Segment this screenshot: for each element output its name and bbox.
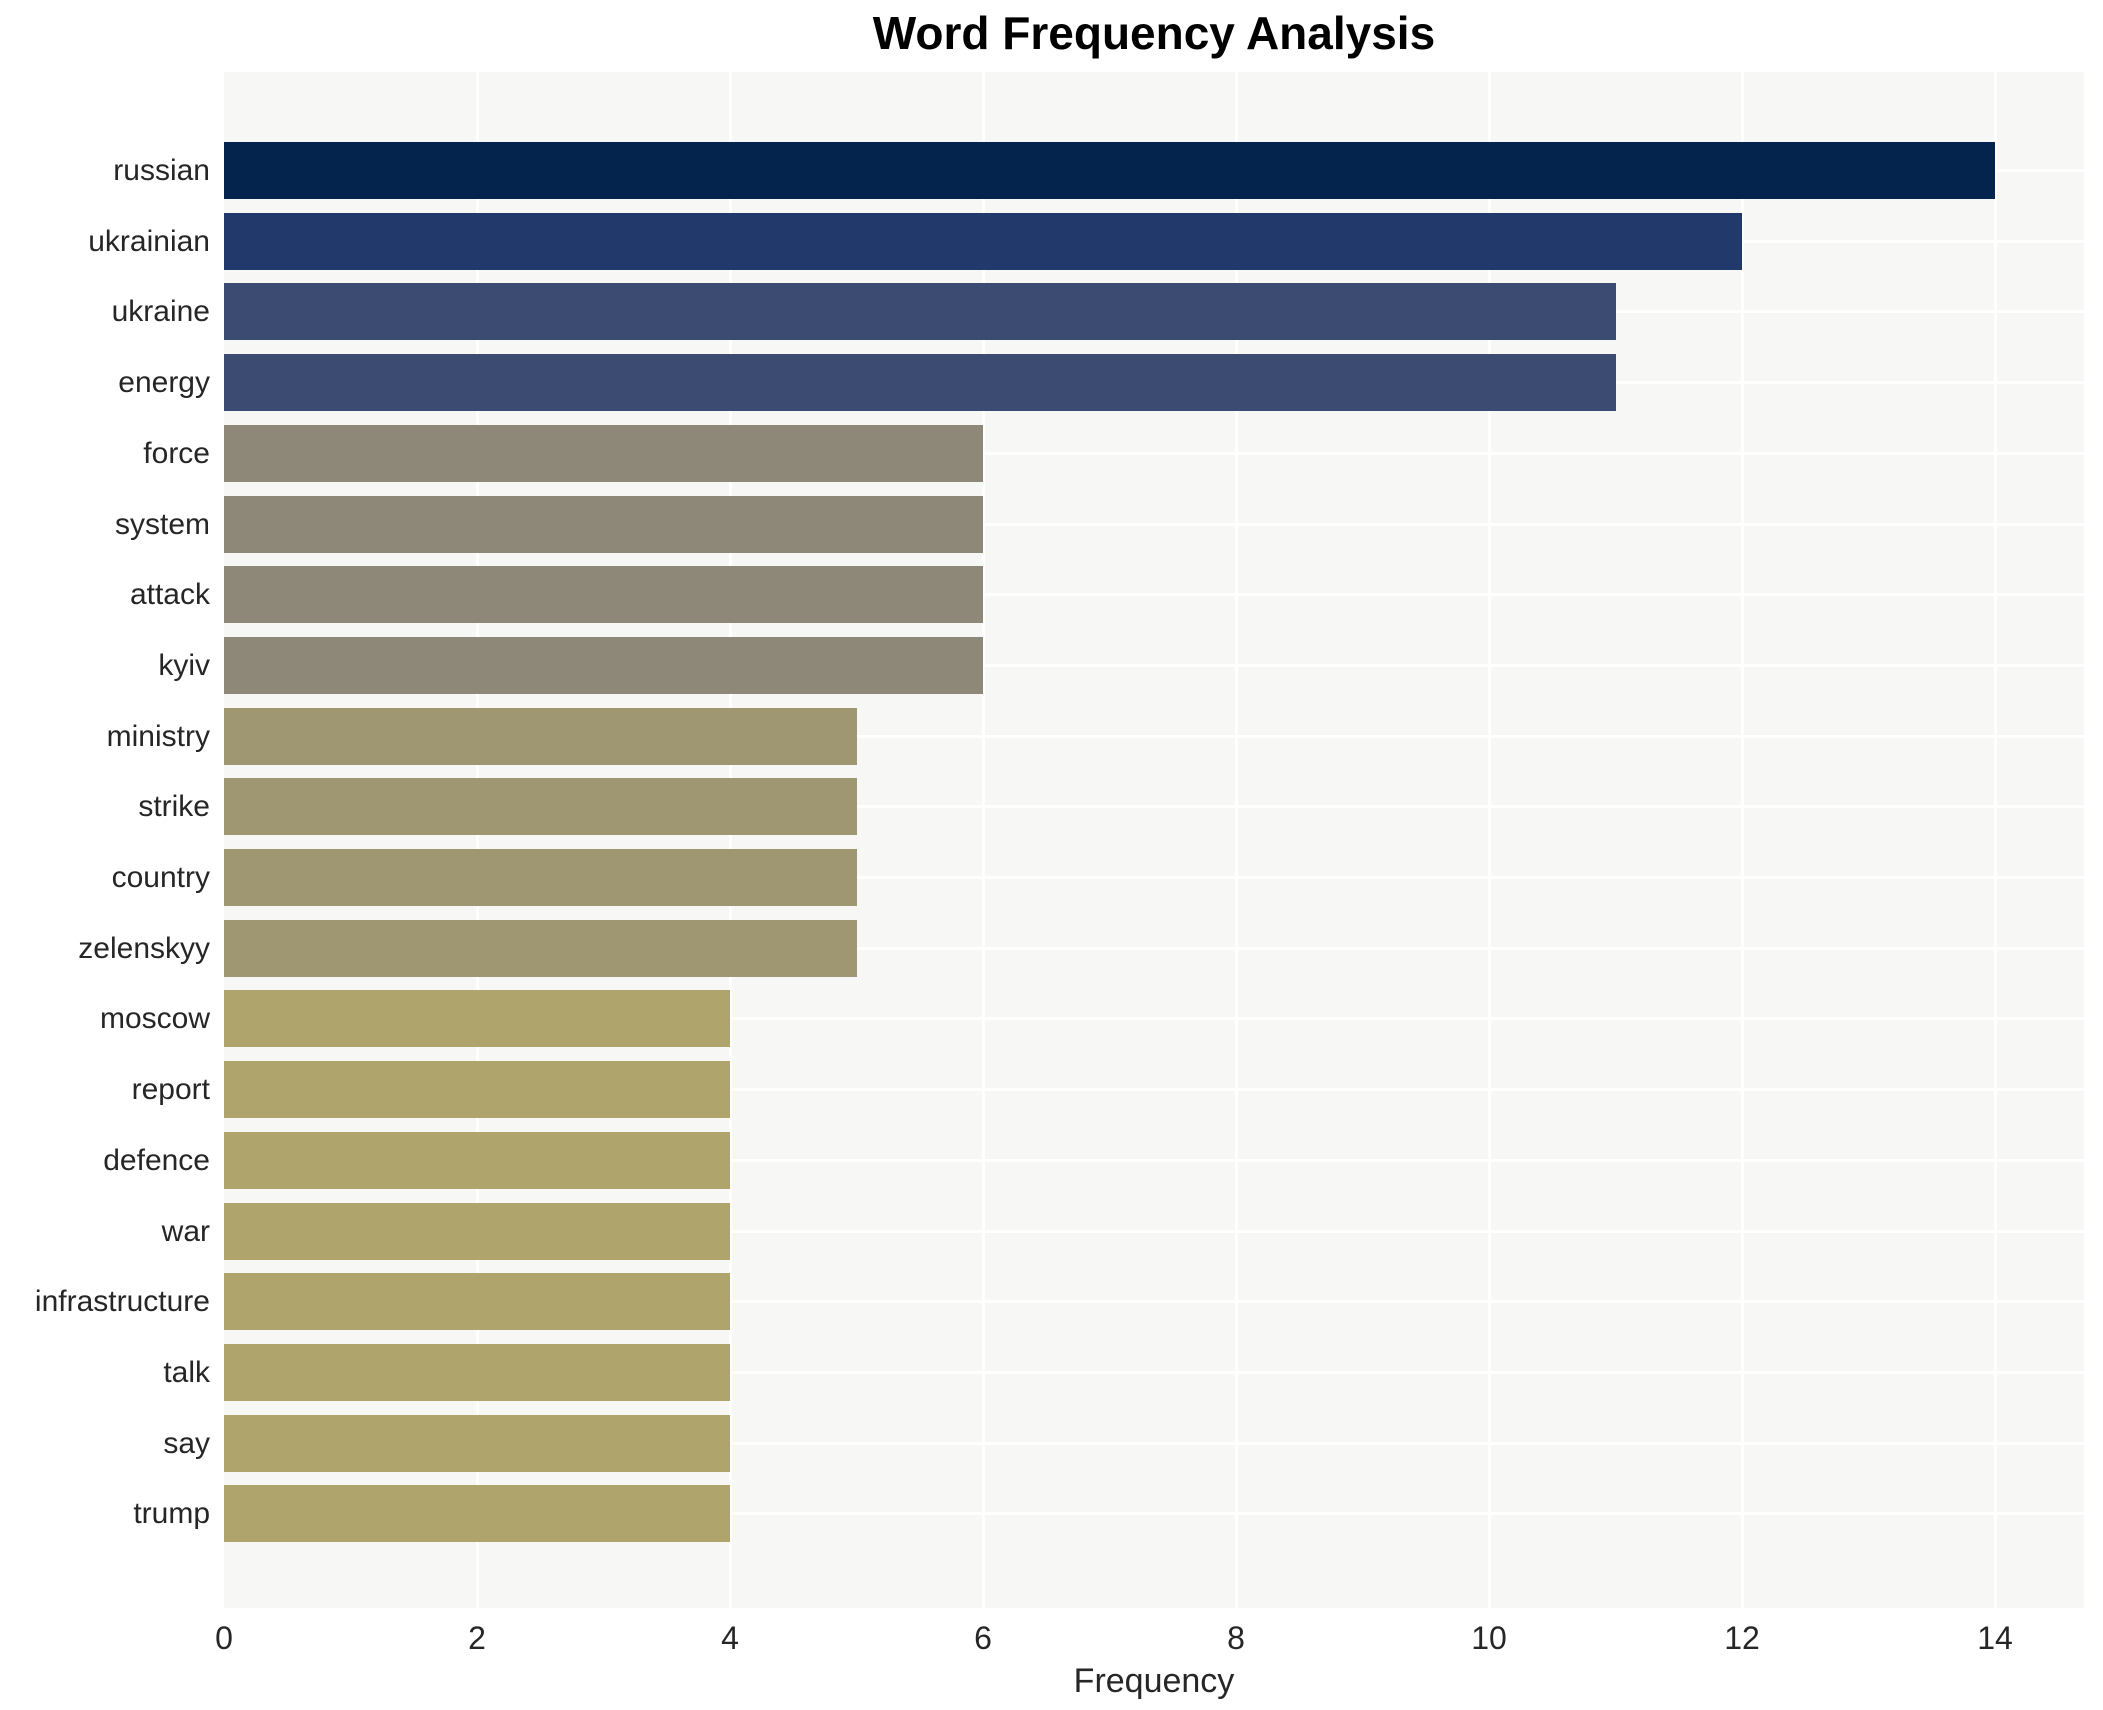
bar-force <box>224 424 983 482</box>
bar-defence <box>224 1131 730 1189</box>
bar-system <box>224 495 983 553</box>
category-label: force <box>143 436 210 470</box>
x-axis-label: Frequency <box>1073 1662 1235 1700</box>
category-label: energy <box>118 366 210 400</box>
bar-attack <box>224 566 983 624</box>
bar-infrastructure <box>224 1273 730 1331</box>
bar-report <box>224 1061 730 1119</box>
gridline-horizontal <box>224 522 2084 526</box>
category-label: russian <box>113 154 210 187</box>
bar-kyiv <box>224 636 983 694</box>
gridline-horizontal <box>224 663 2084 667</box>
bar-country <box>224 849 857 906</box>
gridline-horizontal <box>224 1158 2084 1162</box>
category-label: defence <box>103 1143 210 1177</box>
category-label: report <box>131 1073 210 1107</box>
gridline-vertical <box>981 72 985 1608</box>
gridline-vertical <box>1487 72 1491 1608</box>
category-label: kyiv <box>158 648 210 682</box>
x-tick-label: 12 <box>1724 1620 1760 1656</box>
bar-trump <box>224 1485 730 1543</box>
category-label: country <box>111 861 210 894</box>
gridline-horizontal <box>224 876 2084 879</box>
category-label: ukraine <box>111 295 210 329</box>
bar-say <box>224 1414 730 1472</box>
gridline-horizontal <box>224 1017 2084 1021</box>
category-label: talk <box>163 1355 210 1389</box>
category-label: infrastructure <box>34 1285 210 1319</box>
gridline-horizontal <box>224 1300 2084 1304</box>
gridline-horizontal <box>224 734 2084 738</box>
bar-russian <box>224 142 1995 199</box>
gridline-horizontal <box>224 451 2084 455</box>
x-tick-label: 8 <box>1227 1620 1245 1656</box>
category-label: system <box>114 507 210 541</box>
x-tick-label: 4 <box>721 1620 739 1656</box>
chart-title: Word Frequency Analysis <box>872 7 1436 59</box>
gridline-horizontal <box>224 946 2084 950</box>
gridline-horizontal <box>224 593 2084 597</box>
bar-ukrainian <box>224 212 1742 270</box>
gridline-horizontal <box>224 1512 2084 1516</box>
category-label: strike <box>138 790 210 824</box>
x-tick-label: 0 <box>215 1620 233 1656</box>
gridline-vertical <box>1234 72 1238 1608</box>
gridline-vertical <box>1993 72 1997 1608</box>
bar-ministry <box>224 707 857 765</box>
bar-energy <box>224 354 1616 412</box>
x-tick-label: 6 <box>974 1620 992 1656</box>
gridline-vertical <box>728 72 732 1608</box>
category-label: zelenskyy <box>78 931 210 965</box>
category-label: ukrainian <box>88 224 210 258</box>
category-label: say <box>163 1426 210 1460</box>
x-tick-label: 14 <box>1977 1620 2013 1656</box>
bar-war <box>224 1202 730 1260</box>
bar-zelenskyy <box>224 919 857 977</box>
bar-strike <box>224 778 857 836</box>
category-label: moscow <box>99 1002 210 1036</box>
x-tick-label: 2 <box>468 1620 486 1656</box>
category-label: trump <box>133 1497 210 1531</box>
gridline-horizontal <box>224 1441 2084 1445</box>
gridline-horizontal <box>224 1229 2084 1233</box>
gridline-vertical <box>475 72 479 1608</box>
gridline-horizontal <box>224 1370 2084 1374</box>
category-label: ministry <box>106 719 210 753</box>
category-label: war <box>161 1214 210 1248</box>
gridline-horizontal <box>224 1088 2084 1092</box>
gridline-vertical <box>1740 72 1744 1608</box>
gridline-horizontal <box>224 805 2084 809</box>
bar-moscow <box>224 990 730 1048</box>
x-tick-label: 10 <box>1471 1620 1507 1656</box>
bar-talk <box>224 1343 730 1401</box>
bar-ukraine <box>224 283 1616 341</box>
category-label: attack <box>129 578 210 612</box>
